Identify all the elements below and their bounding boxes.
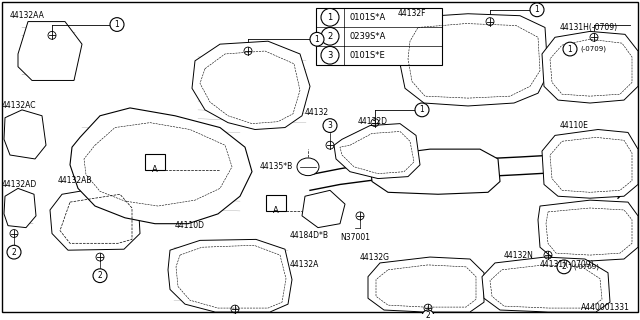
Text: 1: 1 — [420, 105, 424, 114]
Text: 1: 1 — [328, 13, 333, 22]
Polygon shape — [168, 239, 292, 312]
Polygon shape — [70, 108, 252, 224]
Text: 44110D: 44110D — [175, 221, 205, 230]
Text: 44132D: 44132D — [358, 117, 388, 126]
Text: A: A — [152, 165, 158, 174]
Text: (-0709): (-0709) — [573, 264, 599, 270]
Text: 3: 3 — [328, 121, 332, 130]
Text: 2: 2 — [12, 248, 17, 257]
Text: A440001331: A440001331 — [581, 303, 630, 312]
Polygon shape — [302, 190, 345, 228]
Text: N37001: N37001 — [340, 233, 370, 242]
Circle shape — [557, 260, 571, 274]
Text: 44131I(-0709): 44131I(-0709) — [540, 260, 595, 269]
Text: 44132A: 44132A — [290, 260, 319, 269]
Circle shape — [563, 42, 577, 56]
Circle shape — [530, 3, 544, 17]
Circle shape — [93, 269, 107, 283]
Text: (-0709): (-0709) — [580, 46, 606, 52]
Text: 44135*B: 44135*B — [260, 162, 293, 171]
Text: 1: 1 — [315, 35, 319, 44]
FancyBboxPatch shape — [145, 154, 165, 170]
Bar — [316, 8, 442, 65]
Circle shape — [415, 103, 429, 117]
Ellipse shape — [297, 158, 319, 176]
Circle shape — [321, 9, 339, 26]
Polygon shape — [334, 124, 420, 179]
Polygon shape — [542, 130, 638, 198]
FancyBboxPatch shape — [266, 195, 286, 211]
Circle shape — [110, 18, 124, 31]
Text: 44110E: 44110E — [560, 121, 589, 130]
Polygon shape — [542, 31, 638, 103]
Text: 44184D*B: 44184D*B — [290, 231, 329, 240]
Polygon shape — [4, 110, 46, 159]
Circle shape — [310, 32, 324, 46]
Polygon shape — [370, 149, 500, 194]
Text: 44132AB: 44132AB — [58, 176, 93, 185]
Text: 2: 2 — [426, 311, 430, 320]
Text: 2: 2 — [98, 271, 102, 280]
Text: 3: 3 — [327, 51, 333, 60]
Polygon shape — [368, 257, 484, 312]
Text: 0101S*A: 0101S*A — [349, 13, 385, 22]
Polygon shape — [538, 200, 638, 261]
Circle shape — [323, 119, 337, 132]
Polygon shape — [192, 41, 310, 130]
Circle shape — [422, 310, 434, 320]
Polygon shape — [482, 257, 610, 312]
Polygon shape — [4, 188, 36, 228]
Text: 44132AC: 44132AC — [2, 101, 36, 110]
Text: 1: 1 — [534, 5, 540, 14]
Polygon shape — [18, 21, 82, 80]
Text: 0101S*E: 0101S*E — [349, 51, 385, 60]
Text: 2: 2 — [328, 32, 333, 41]
Circle shape — [7, 245, 21, 259]
Text: 1: 1 — [568, 44, 572, 53]
Text: 0239S*A: 0239S*A — [349, 32, 385, 41]
Text: 44132N: 44132N — [504, 251, 534, 260]
Text: 44132AA: 44132AA — [10, 11, 45, 20]
Text: 2: 2 — [562, 262, 566, 271]
Text: 44131H(-0709): 44131H(-0709) — [560, 23, 618, 32]
Text: 44132F: 44132F — [398, 9, 426, 18]
Text: A: A — [273, 206, 279, 215]
Text: 44132G: 44132G — [360, 252, 390, 261]
Text: 44132: 44132 — [305, 108, 329, 117]
Circle shape — [321, 28, 339, 45]
Polygon shape — [400, 14, 548, 106]
Text: 1: 1 — [115, 20, 120, 29]
Circle shape — [321, 46, 339, 64]
Polygon shape — [50, 184, 140, 250]
Text: 44132AD: 44132AD — [2, 180, 37, 189]
